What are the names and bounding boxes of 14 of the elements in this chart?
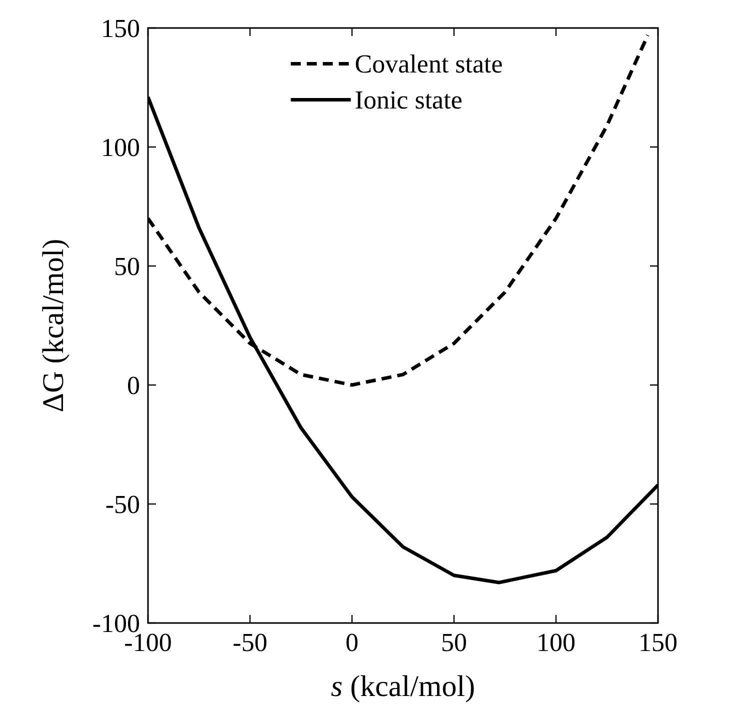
x-tick-label: 100 <box>536 628 576 657</box>
x-axis-title: s (kcal/mol) <box>330 670 476 703</box>
legend-label: Ionic state <box>354 86 462 115</box>
y-tick-label: 150 <box>101 14 140 43</box>
y-tick-label: 100 <box>101 133 140 162</box>
x-tick-label: -50 <box>232 628 268 657</box>
x-tick-label: 50 <box>441 628 467 657</box>
y-tick-label: 0 <box>127 371 140 400</box>
x-tick-label: 0 <box>346 628 358 657</box>
legend-label: Covalent state <box>354 50 503 79</box>
y-tick-label: -50 <box>105 490 140 519</box>
x-tick-label: 150 <box>638 628 678 657</box>
y-axis-title: ΔG (kcal/mol) <box>37 238 70 412</box>
y-tick-label: 50 <box>114 252 140 281</box>
